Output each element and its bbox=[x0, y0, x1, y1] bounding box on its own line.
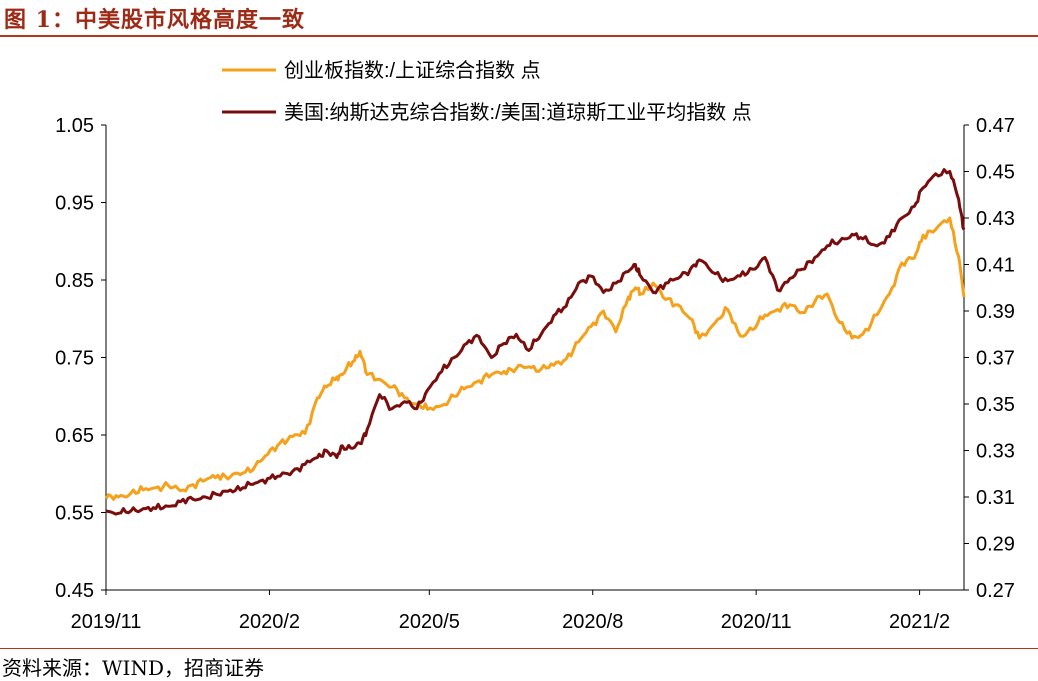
series-line-1 bbox=[104, 216, 966, 501]
source-divider bbox=[0, 648, 1038, 649]
right-tick-label: 0.41 bbox=[976, 255, 1015, 277]
chart-lines bbox=[104, 168, 966, 516]
legend-label-1: 创业板指数:/上证综合指数 点 bbox=[284, 59, 541, 82]
right-tick-label: 0.45 bbox=[976, 162, 1015, 184]
left-tick-label: 1.05 bbox=[55, 115, 94, 137]
x-tick-label: 2020/11 bbox=[721, 611, 792, 633]
left-tick-label: 0.65 bbox=[55, 425, 94, 447]
x-tick-label: 2019/11 bbox=[71, 611, 142, 633]
title-divider bbox=[0, 35, 1038, 37]
dual-axis-line-chart: 0.45 0.55 0.65 0.75 0.85 0.95 1.05 0.27 0.29 0.31… bbox=[55, 59, 1015, 633]
x-tick-label: 2020/2 bbox=[239, 611, 300, 633]
source-note: 资料来源：WIND，招商证券 bbox=[2, 656, 264, 680]
left-tick-label: 0.55 bbox=[55, 503, 94, 525]
right-tick-label: 0.35 bbox=[976, 394, 1015, 416]
left-tick-label: 0.75 bbox=[55, 348, 94, 370]
legend-label-2: 美国:纳斯达克综合指数:/美国:道琼斯工业平均指数 点 bbox=[284, 101, 752, 124]
right-tick-label: 0.27 bbox=[976, 580, 1015, 602]
right-tick-label: 0.39 bbox=[976, 301, 1015, 323]
x-tick-label: 2021/2 bbox=[889, 611, 950, 633]
right-tick-label: 0.43 bbox=[976, 208, 1015, 230]
chart-legend: 创业板指数:/上证综合指数 点美国:纳斯达克综合指数:/美国:道琼斯工业平均指数… bbox=[222, 59, 752, 124]
right-tick-label: 0.29 bbox=[976, 534, 1015, 556]
left-tick-label: 0.45 bbox=[55, 580, 94, 602]
x-tick-label: 2020/5 bbox=[399, 611, 460, 633]
left-tick-label: 0.95 bbox=[55, 193, 94, 215]
series-line-2 bbox=[105, 168, 966, 516]
x-tick-label: 2020/8 bbox=[562, 611, 623, 633]
figure-title: 图 1：中美股市风格高度一致 bbox=[4, 7, 305, 33]
right-tick-label: 0.33 bbox=[976, 441, 1015, 463]
right-tick-label: 0.31 bbox=[976, 487, 1015, 509]
right-tick-label: 0.37 bbox=[976, 348, 1015, 370]
left-tick-label: 0.85 bbox=[55, 270, 94, 292]
right-tick-label: 0.47 bbox=[976, 115, 1015, 137]
chart-axes: 0.45 0.55 0.65 0.75 0.85 0.95 1.05 0.27 0.29 0.31… bbox=[55, 115, 1015, 633]
